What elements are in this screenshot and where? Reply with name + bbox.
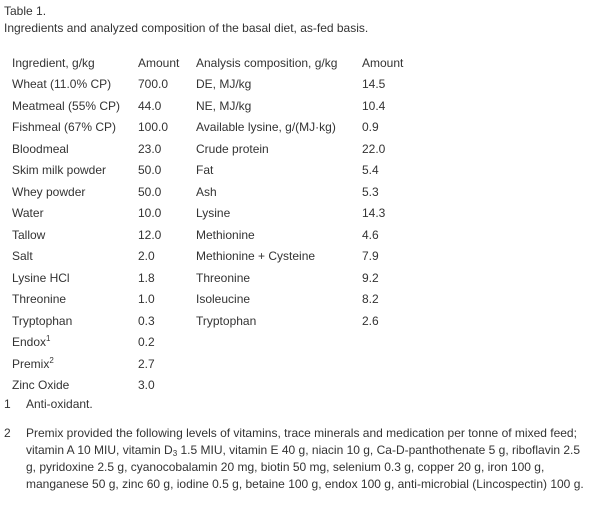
analysis-cell: NE, MJ/kg <box>196 98 252 113</box>
analysis-amount-cell: 4.6 <box>362 227 379 242</box>
amount-cell: 3.0 <box>138 378 155 393</box>
amount-cell: 50.0 <box>138 184 162 199</box>
analysis-cell: Isoleucine <box>196 292 251 307</box>
analysis-cell: Tryptophan <box>196 313 257 328</box>
footnote-1: 1 Anti-oxidant. <box>4 396 586 413</box>
table-row: Zinc Oxide 3.0 <box>4 375 422 397</box>
ingredient-name: Premix <box>12 356 50 371</box>
table-row: Salt 2.0 Methionine + Cysteine 7.9 <box>4 246 422 268</box>
amount-cell: 23.0 <box>138 141 162 156</box>
analysis-amount-cell: 7.9 <box>362 249 379 264</box>
amount-cell: 700.0 <box>138 77 169 92</box>
header-analysis-amount: Amount <box>362 55 404 70</box>
amount-cell: 50.0 <box>138 163 162 178</box>
footnote-number: 2 <box>4 426 11 440</box>
analysis-cell <box>188 353 354 375</box>
ingredient-cell: Fishmeal (67% CP) <box>12 120 117 135</box>
ingredient-cell: Salt <box>12 249 33 264</box>
header-amount: Amount <box>138 55 180 70</box>
ingredient-cell: Skim milk powder <box>12 163 107 178</box>
footnote-text: Premix provided the following levels of … <box>26 425 586 493</box>
analysis-amount-cell <box>354 353 422 375</box>
table-row: Lysine HCl 1.8 Threonine 9.2 <box>4 267 422 289</box>
table-row: Tallow 12.0 Methionine 4.6 <box>4 224 422 246</box>
analysis-amount-cell: 10.4 <box>362 98 386 113</box>
analysis-amount-cell: 8.2 <box>362 292 379 307</box>
table-row: Wheat (11.0% CP) 700.0 DE, MJ/kg 14.5 <box>4 74 422 96</box>
amount-cell: 2.0 <box>138 249 155 264</box>
analysis-cell: Available lysine, g/(MJ·kg) <box>196 120 336 135</box>
table-row: Meatmeal (55% CP) 44.0 NE, MJ/kg 10.4 <box>4 95 422 117</box>
analysis-amount-cell: 22.0 <box>362 141 386 156</box>
amount-cell: 0.3 <box>138 313 155 328</box>
ingredient-cell: Threonine <box>12 292 67 307</box>
analysis-amount-cell: 5.3 <box>362 184 379 199</box>
analysis-cell <box>188 332 354 354</box>
analysis-cell: Methionine + Cysteine <box>196 249 316 264</box>
footnote-ref-1[interactable]: 1 <box>46 334 51 344</box>
amount-cell: 0.2 <box>138 335 155 350</box>
footnote-text: Anti-oxidant. <box>26 397 93 411</box>
header-analysis: Analysis composition, g/kg <box>196 55 338 70</box>
table-title: Ingredients and analyzed composition of … <box>4 21 369 35</box>
amount-cell: 12.0 <box>138 227 162 242</box>
footnote-text-part1: Premix provided the following levels of … <box>26 426 577 457</box>
amount-cell: 44.0 <box>138 98 162 113</box>
table-row: Premix2 2.7 <box>4 353 422 375</box>
analysis-cell: Ash <box>196 184 217 199</box>
amount-cell: 2.7 <box>138 356 155 371</box>
analysis-cell: Lysine <box>196 206 231 221</box>
ingredient-cell: Tryptophan <box>12 313 73 328</box>
analysis-amount-cell <box>354 332 422 354</box>
table-caption: Table 1. Ingredients and analyzed compos… <box>4 3 368 37</box>
analysis-amount-cell: 0.9 <box>362 120 379 135</box>
ingredient-cell: Whey powder <box>12 184 86 199</box>
table-row: Endox1 0.2 <box>4 332 422 354</box>
footnote-text-part2: 1.5 MIU, vitamin E 40 g, niacin 10 g, Ca… <box>26 443 584 491</box>
analysis-amount-cell <box>354 375 422 397</box>
analysis-cell: Crude protein <box>196 141 269 156</box>
table-row: Bloodmeal 23.0 Crude protein 22.0 <box>4 138 422 160</box>
analysis-amount-cell: 14.5 <box>362 77 386 92</box>
amount-cell: 100.0 <box>138 120 169 135</box>
analysis-amount-cell: 2.6 <box>362 313 379 328</box>
table-row: Whey powder 50.0 Ash 5.3 <box>4 181 422 203</box>
analysis-amount-cell: 14.3 <box>362 206 386 221</box>
table-row: Tryptophan 0.3 Tryptophan 2.6 <box>4 310 422 332</box>
ingredient-cell: Tallow <box>12 227 46 242</box>
analysis-cell: Threonine <box>196 270 251 285</box>
ingredient-cell: Endox1 <box>4 332 130 354</box>
footnote-2: 2 Premix provided the following levels o… <box>4 425 586 493</box>
amount-cell: 10.0 <box>138 206 162 221</box>
table-label: Table 1. <box>4 4 47 18</box>
table-row: Threonine 1.0 Isoleucine 8.2 <box>4 289 422 311</box>
footnote-number: 1 <box>4 397 11 411</box>
analysis-cell: Methionine <box>196 227 255 242</box>
composition-table: Ingredient, g/kg Amount Analysis composi… <box>4 52 422 396</box>
ingredient-cell: Lysine HCl <box>12 270 70 285</box>
analysis-amount-cell: 9.2 <box>362 270 379 285</box>
ingredient-cell: Wheat (11.0% CP) <box>12 77 112 92</box>
analysis-cell: Fat <box>196 163 214 178</box>
ingredient-cell: Meatmeal (55% CP) <box>12 98 121 113</box>
amount-cell: 1.8 <box>138 270 155 285</box>
ingredient-cell: Premix2 <box>4 353 130 375</box>
table-row: Water 10.0 Lysine 14.3 <box>4 203 422 225</box>
ingredient-cell: Bloodmeal <box>12 141 69 156</box>
header-ingredient: Ingredient, g/kg <box>12 55 95 70</box>
footnote-ref-2[interactable]: 2 <box>49 355 54 365</box>
table-header-row: Ingredient, g/kg Amount Analysis composi… <box>4 52 422 74</box>
ingredient-name: Endox <box>12 335 47 350</box>
table-row: Fishmeal (67% CP) 100.0 Available lysine… <box>4 117 422 139</box>
amount-cell: 1.0 <box>138 292 155 307</box>
analysis-cell: DE, MJ/kg <box>196 77 252 92</box>
analysis-cell <box>188 375 354 397</box>
analysis-amount-cell: 5.4 <box>362 163 379 178</box>
table-row: Skim milk powder 50.0 Fat 5.4 <box>4 160 422 182</box>
ingredient-cell: Water <box>12 206 44 221</box>
footnote-subscript: 3 <box>172 449 178 458</box>
ingredient-cell: Zinc Oxide <box>12 378 70 393</box>
